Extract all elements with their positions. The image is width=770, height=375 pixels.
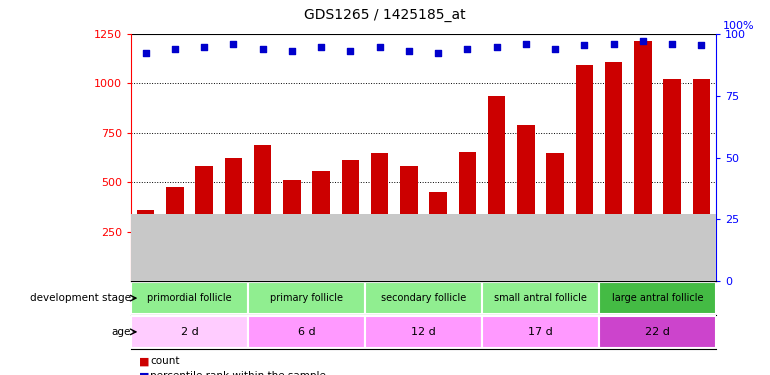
Bar <box>459 152 476 281</box>
Bar <box>248 316 365 348</box>
Bar <box>599 282 716 314</box>
Bar <box>400 166 417 281</box>
Point <box>169 46 181 52</box>
Text: 2 d: 2 d <box>180 327 199 337</box>
Bar <box>371 153 388 281</box>
Text: large antral follicle: large antral follicle <box>612 293 703 303</box>
Bar <box>137 210 154 281</box>
Bar <box>254 145 271 281</box>
Point <box>227 40 239 46</box>
Text: 22 d: 22 d <box>645 327 670 337</box>
Point <box>403 48 415 54</box>
Bar <box>599 316 716 348</box>
Point <box>490 44 503 50</box>
Bar <box>693 79 710 281</box>
Bar <box>365 316 482 348</box>
Bar <box>488 96 505 281</box>
Bar <box>196 166 213 281</box>
Text: primordial follicle: primordial follicle <box>147 293 232 303</box>
Point <box>344 48 357 54</box>
Bar <box>313 171 330 281</box>
Text: GDS1265 / 1425185_at: GDS1265 / 1425185_at <box>304 9 466 22</box>
Bar <box>166 187 183 281</box>
Text: development stage: development stage <box>30 293 131 303</box>
Point <box>695 42 708 48</box>
Text: percentile rank within the sample: percentile rank within the sample <box>150 371 326 375</box>
Bar <box>131 282 248 314</box>
Text: ■: ■ <box>139 356 149 366</box>
Point <box>549 46 561 52</box>
Point <box>432 50 444 55</box>
Point <box>256 46 269 52</box>
Text: secondary follicle: secondary follicle <box>381 293 466 303</box>
Text: ■: ■ <box>139 371 149 375</box>
Point <box>578 42 591 48</box>
Bar <box>664 79 681 281</box>
Point <box>608 40 620 46</box>
Text: 6 d: 6 d <box>298 327 315 337</box>
Bar <box>248 282 365 314</box>
Text: small antral follicle: small antral follicle <box>494 293 587 303</box>
Bar <box>342 160 359 281</box>
Bar <box>482 282 599 314</box>
Bar <box>283 180 300 281</box>
Point <box>315 44 327 50</box>
Point <box>666 40 678 46</box>
Point <box>520 40 532 46</box>
Text: primary follicle: primary follicle <box>270 293 343 303</box>
Bar <box>225 158 242 281</box>
Point <box>461 46 474 52</box>
Text: 12 d: 12 d <box>411 327 436 337</box>
Point <box>139 50 152 55</box>
Point <box>637 38 649 44</box>
Bar <box>576 65 593 281</box>
Text: 17 d: 17 d <box>528 327 553 337</box>
Bar <box>365 282 482 314</box>
Bar <box>547 153 564 281</box>
Bar <box>131 316 248 348</box>
Text: 100%: 100% <box>723 21 755 31</box>
Bar <box>605 63 622 281</box>
Bar <box>634 40 651 281</box>
Point <box>198 44 210 50</box>
Bar <box>430 192 447 281</box>
Bar <box>517 125 534 281</box>
Text: age: age <box>112 327 131 337</box>
Text: count: count <box>150 356 179 366</box>
Point <box>286 48 298 54</box>
Bar <box>482 316 599 348</box>
Point <box>373 44 386 50</box>
